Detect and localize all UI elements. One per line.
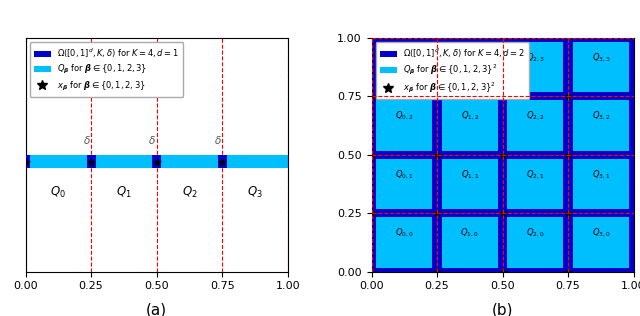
Bar [376,42,433,92]
Text: $Q_{3,2}$: $Q_{3,2}$ [591,110,610,122]
Bar [573,159,629,209]
Bar [573,42,629,92]
Bar [86,155,96,168]
Legend: $\Omega([0,1]^d, K, \delta)$ for $K=4, d=1$, $Q_{\boldsymbol{\beta}}$ for $\bold: $\Omega([0,1]^d, K, \delta)$ for $K=4, d… [30,42,184,97]
Bar [218,155,227,168]
Text: $Q_{3,1}$: $Q_{3,1}$ [591,168,610,181]
Bar [507,159,563,209]
X-axis label: (b): (b) [492,303,513,316]
Text: $Q_{2,2}$: $Q_{2,2}$ [526,110,545,122]
Text: $Q_{1,1}$: $Q_{1,1}$ [461,168,479,181]
Text: $Q_{1,0}$: $Q_{1,0}$ [461,227,479,239]
Text: $Q_{3,3}$: $Q_{3,3}$ [591,52,610,64]
Text: $Q_0$: $Q_0$ [51,185,67,200]
Text: $Q_{0,0}$: $Q_{0,0}$ [395,227,413,239]
Text: $Q_{2,1}$: $Q_{2,1}$ [526,168,545,181]
Bar [573,217,629,268]
Text: $Q_{2,3}$: $Q_{2,3}$ [526,52,545,64]
Text: $Q_{3,0}$: $Q_{3,0}$ [591,227,610,239]
Bar [442,100,498,151]
Bar [152,155,161,168]
Bar [376,100,433,151]
Text: $\delta$: $\delta$ [148,134,156,146]
Bar [442,159,498,209]
Bar [21,155,30,168]
Text: $Q_{0,2}$: $Q_{0,2}$ [395,110,413,122]
Text: $Q_{0,3}$: $Q_{0,3}$ [395,52,413,64]
Bar [507,217,563,268]
Text: $Q_2$: $Q_2$ [182,185,197,200]
X-axis label: (a): (a) [146,303,167,316]
Bar [507,100,563,151]
Bar [442,217,498,268]
Text: $Q_{0,1}$: $Q_{0,1}$ [395,168,413,181]
Text: $Q_3$: $Q_3$ [247,185,263,200]
Legend: $\Omega([0,1]^d, K, \delta)$ for $K=4, d=2$, $Q_{\boldsymbol{\beta}}$ for $\bold: $\Omega([0,1]^d, K, \delta)$ for $K=4, d… [376,42,529,100]
Bar [26,155,287,168]
Bar [442,42,498,92]
Text: $Q_{1,3}$: $Q_{1,3}$ [461,52,479,64]
Bar [573,100,629,151]
Text: $\delta$: $\delta$ [83,134,90,146]
Bar [376,217,433,268]
Text: $Q_{2,0}$: $Q_{2,0}$ [526,227,545,239]
Text: $\delta$: $\delta$ [214,134,221,146]
Text: $Q_1$: $Q_1$ [116,185,132,200]
Bar [507,42,563,92]
Bar [376,159,433,209]
Text: $Q_{1,2}$: $Q_{1,2}$ [461,110,479,122]
